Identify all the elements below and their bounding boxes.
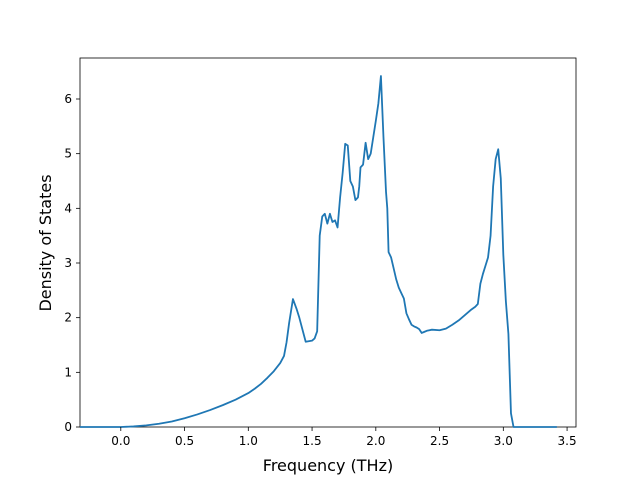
y-tick-label: 2	[64, 311, 72, 325]
y-tick-label: 4	[64, 201, 72, 215]
plot-area	[79, 57, 577, 428]
y-tick-label: 3	[64, 256, 72, 270]
y-tick-label: 6	[64, 92, 72, 106]
x-tick-label: 1.5	[303, 434, 322, 448]
y-axis-label: Density of States	[36, 174, 55, 311]
x-tick-label: 3.5	[558, 434, 577, 448]
y-tick-label: 0	[64, 420, 72, 434]
x-axis-ticks: 0.0 0.5 1.0 1.5 2.0 2.5 3.0 3.5	[111, 427, 577, 448]
series-layer	[80, 75, 557, 428]
y-tick-label: 5	[64, 147, 72, 161]
x-tick-label: 1.0	[239, 434, 258, 448]
x-tick-label: 0.0	[111, 434, 130, 448]
dos-series-line-0	[80, 75, 557, 428]
y-tick-label: 1	[64, 365, 72, 379]
x-tick-label: 0.5	[175, 434, 194, 448]
x-axis-label: Frequency (THz)	[263, 456, 393, 475]
x-tick-label: 2.0	[366, 434, 385, 448]
x-tick-label: 2.5	[430, 434, 449, 448]
plot-frame	[79, 57, 577, 428]
x-tick-label: 3.0	[494, 434, 513, 448]
y-axis-ticks: 0 1 2 3 4 5 6	[64, 92, 80, 434]
